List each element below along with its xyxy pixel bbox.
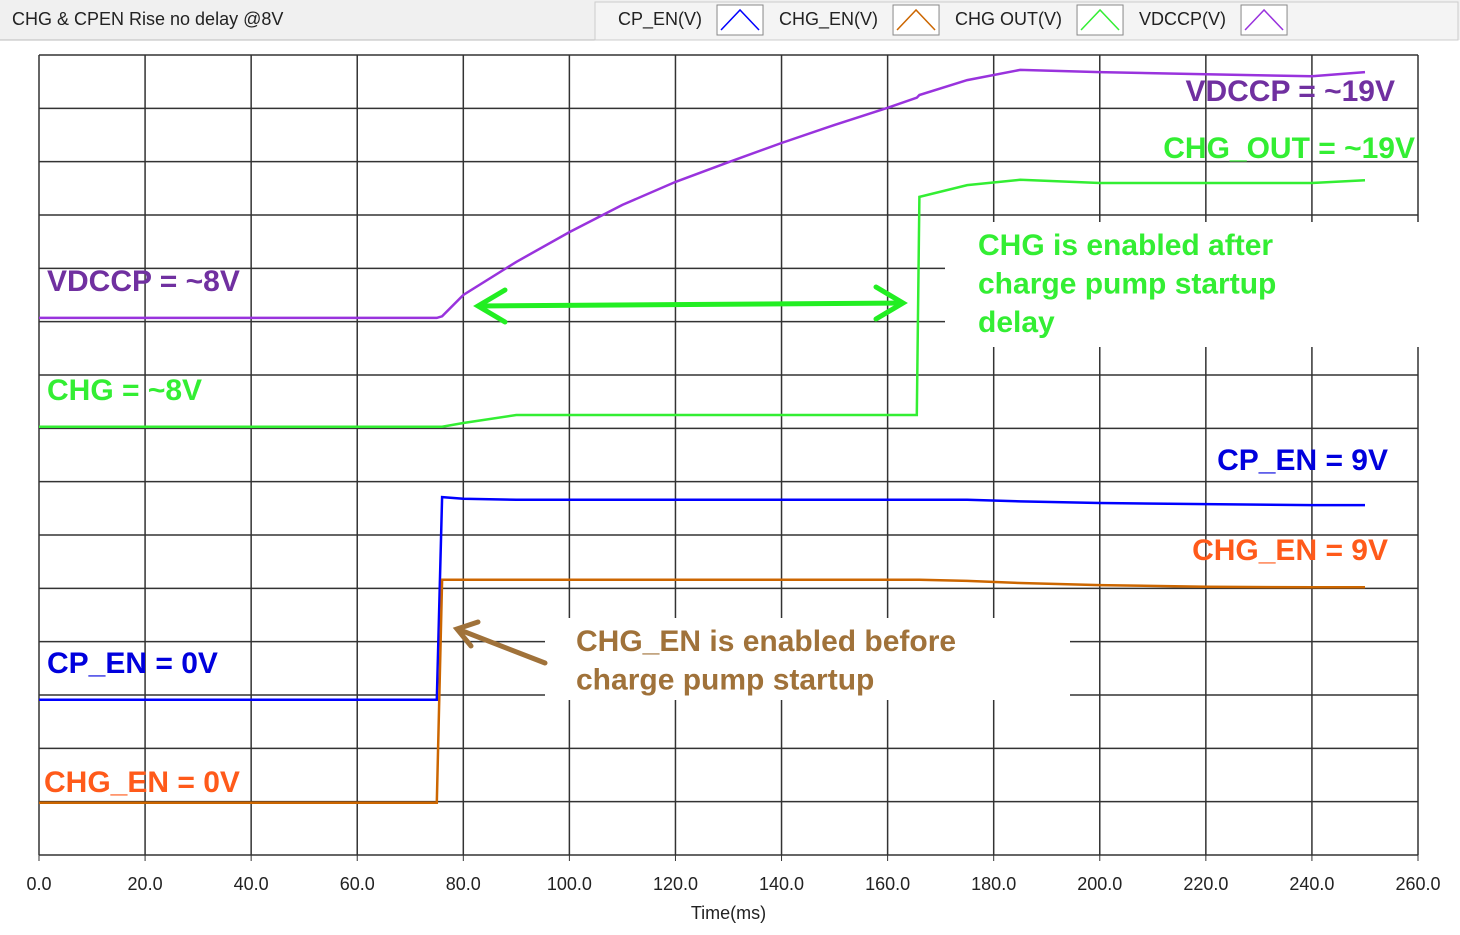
annotation: CHG_EN = 9V bbox=[1192, 534, 1388, 567]
legend-label: CP_EN(V) bbox=[618, 9, 702, 30]
x-tick-label: 40.0 bbox=[234, 874, 269, 894]
trace bbox=[39, 178, 1366, 428]
trace bbox=[39, 578, 1365, 804]
annotation: CP_EN = 9V bbox=[1217, 444, 1388, 477]
annotation: CHG_OUT = ~19V bbox=[1163, 132, 1415, 165]
x-tick-label: 20.0 bbox=[128, 874, 163, 894]
x-tick-label: 0.0 bbox=[26, 874, 51, 894]
legend-swatch bbox=[1080, 8, 1120, 31]
x-tick-label: 220.0 bbox=[1183, 874, 1228, 894]
delay-arrow bbox=[473, 284, 908, 325]
trace bbox=[39, 495, 1365, 702]
note-line: CHG is enabled after bbox=[978, 229, 1273, 262]
x-tick-label: 80.0 bbox=[446, 874, 481, 894]
x-tick-label: 240.0 bbox=[1289, 874, 1334, 894]
legend-swatch bbox=[1244, 8, 1284, 31]
x-tick-label: 120.0 bbox=[653, 874, 698, 894]
note-line: delay bbox=[978, 306, 1055, 339]
annotation: CHG = ~8V bbox=[47, 374, 202, 407]
x-tick-label: 260.0 bbox=[1395, 874, 1440, 894]
legend-swatch bbox=[720, 8, 760, 31]
enable-arrow bbox=[452, 619, 548, 666]
legend-label: VDCCP(V) bbox=[1139, 9, 1226, 29]
annotation: CHG_EN = 0V bbox=[44, 766, 240, 799]
x-tick-label: 160.0 bbox=[865, 874, 910, 894]
note-line: charge pump startup bbox=[576, 663, 874, 696]
annotation: VDCCP = ~8V bbox=[47, 265, 240, 298]
window-title: CHG & CPEN Rise no delay @8V bbox=[12, 9, 283, 29]
x-tick-label: 140.0 bbox=[759, 874, 804, 894]
x-tick-label: 200.0 bbox=[1077, 874, 1122, 894]
note-line: CHG_EN is enabled before bbox=[576, 625, 956, 658]
note-background bbox=[945, 222, 1420, 347]
note-line: charge pump startup bbox=[978, 267, 1276, 300]
x-tick-label: 180.0 bbox=[971, 874, 1016, 894]
legend-label: CHG OUT(V) bbox=[955, 9, 1062, 29]
annotation: CP_EN = 0V bbox=[47, 647, 218, 680]
trace bbox=[39, 68, 1366, 320]
note-background bbox=[545, 618, 1070, 700]
x-axis-label: Time(ms) bbox=[691, 903, 766, 923]
x-tick-label: 100.0 bbox=[547, 874, 592, 894]
x-tick-label: 60.0 bbox=[340, 874, 375, 894]
annotation: VDCCP = ~19V bbox=[1185, 75, 1395, 108]
legend-label: CHG_EN(V) bbox=[779, 9, 878, 30]
legend-swatch bbox=[896, 8, 936, 31]
